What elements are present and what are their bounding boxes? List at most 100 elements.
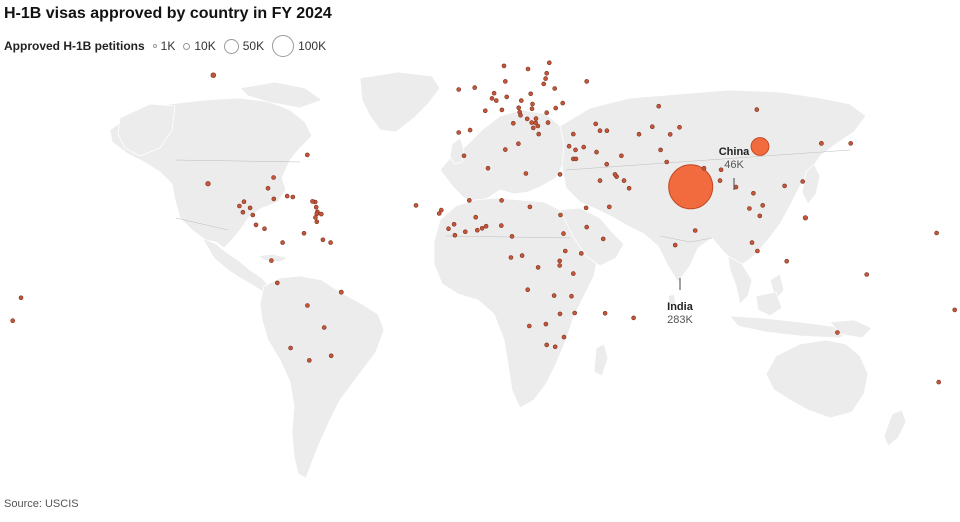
bubble-cambodia	[757, 213, 763, 219]
land-australia	[765, 339, 869, 419]
land-sri-lanka	[667, 293, 677, 307]
bubble-gambia	[436, 211, 442, 216]
land-arabia	[559, 207, 625, 267]
bubble-tajikistan	[667, 132, 673, 137]
bubble-saint-vincent	[314, 211, 320, 217]
bubble-burundi	[557, 263, 563, 268]
bubble-namibia	[526, 323, 532, 329]
border-india-china	[659, 235, 713, 243]
bubble-sudan	[558, 212, 563, 218]
bubble-dominica	[313, 205, 319, 210]
bubble-kuwait	[604, 161, 610, 167]
bubble-bahrain	[612, 172, 618, 177]
bubble-samoa	[18, 295, 24, 301]
land-masses	[109, 71, 907, 479]
bubble-zambia	[551, 293, 557, 298]
bubble-hungary	[529, 106, 535, 112]
country-bubbles	[10, 60, 958, 385]
bubble-japan	[848, 141, 854, 146]
bubble-fiji	[952, 307, 958, 313]
bubble-france	[482, 108, 488, 114]
bubble-guinea	[451, 222, 457, 227]
bubble-senegal	[438, 207, 444, 213]
bubble-mexico	[205, 181, 211, 187]
bubble-el-salvador	[240, 209, 246, 215]
china-label: China	[719, 146, 750, 158]
bubble-uzbekistan	[649, 124, 655, 129]
bubble-lithuania	[541, 81, 547, 87]
bubble-germany	[504, 94, 510, 100]
legend-item-1k: 1K	[152, 39, 175, 53]
bubble-trinidad-and-tobago	[314, 219, 320, 225]
bubble-kazakhstan	[656, 103, 662, 109]
bubble-luxembourg	[493, 98, 499, 103]
bubble-new-zealand	[936, 379, 942, 385]
bubble-ireland	[456, 87, 462, 92]
bubble-kenya	[578, 251, 584, 256]
bubble-saint-kitts-and-nevis	[310, 199, 315, 204]
bubble-spain	[467, 127, 473, 133]
bubble-australia	[835, 330, 840, 335]
bubble-bangladesh	[717, 178, 723, 183]
land-greenland	[359, 71, 441, 133]
legend-circle-1k	[152, 44, 157, 48]
bubble-ivory-coast	[462, 229, 468, 235]
bubble-kosovo	[533, 120, 539, 126]
bubble-costa-rica	[253, 222, 259, 228]
bubble-malta	[516, 141, 521, 146]
bubble-netherlands	[491, 90, 497, 96]
bubble-china	[750, 137, 770, 156]
bubble-ethiopia	[584, 224, 590, 230]
bubble-pakistan	[664, 159, 670, 165]
land-central-america	[201, 237, 273, 295]
bubble-south-africa	[544, 342, 550, 348]
bubble-tonga	[10, 318, 15, 324]
bubble-kyrgyzstan	[677, 125, 682, 130]
bubble-egypt	[557, 172, 563, 177]
bubble-botswana	[543, 321, 549, 327]
bubble-panama	[262, 226, 267, 231]
bubble-indonesia	[784, 258, 790, 264]
bubble-bahamas	[271, 175, 276, 180]
bubble-guatemala	[237, 203, 242, 209]
bubble-cuba	[265, 186, 271, 191]
bubble-barbados	[318, 211, 324, 217]
legend-circle-50k	[223, 38, 239, 54]
bubble-norway	[501, 63, 507, 69]
bubble-chad	[527, 204, 533, 210]
bubble-nigeria	[498, 223, 504, 228]
bubble-iraq	[594, 149, 599, 155]
bubble-eritrea	[583, 205, 589, 211]
bubble-ukraine	[560, 100, 566, 106]
bubble-papua-new-guinea	[864, 272, 870, 277]
bubble-venezuela	[301, 231, 307, 236]
bubble-dominican-republic	[290, 194, 296, 200]
bubble-libya	[523, 171, 529, 176]
bubble-north-macedonia	[535, 123, 541, 129]
bubble-moldova	[553, 105, 559, 111]
legend-item-label: 10K	[194, 39, 216, 53]
bubble-canada	[210, 72, 217, 78]
bubble-zimbabwe	[557, 311, 563, 317]
bubble-oman	[626, 186, 632, 191]
bubble-malaysia	[749, 240, 755, 245]
legend-item-50k: 50K	[223, 38, 265, 54]
land-madagascar	[593, 343, 609, 377]
bubble-switzerland	[499, 107, 505, 113]
bubble-belgium	[489, 96, 495, 101]
border-sahara	[445, 235, 571, 239]
land-japan	[801, 163, 821, 205]
india-label: India	[667, 301, 694, 313]
bubble-belize	[241, 199, 247, 204]
chart-title: H-1B visas approved by country in FY 202…	[4, 5, 332, 22]
bubble-russia	[584, 79, 590, 84]
legend-item-label: 50K	[242, 39, 265, 53]
china-value: 46K	[724, 159, 744, 171]
bubble-rwanda	[557, 258, 563, 264]
bubble-chile	[288, 345, 293, 351]
bubble-mongolia	[754, 107, 760, 112]
bubble-turkey	[570, 131, 576, 137]
border-russia	[565, 149, 851, 171]
land-alaska	[117, 103, 176, 157]
land-africa	[433, 197, 599, 409]
